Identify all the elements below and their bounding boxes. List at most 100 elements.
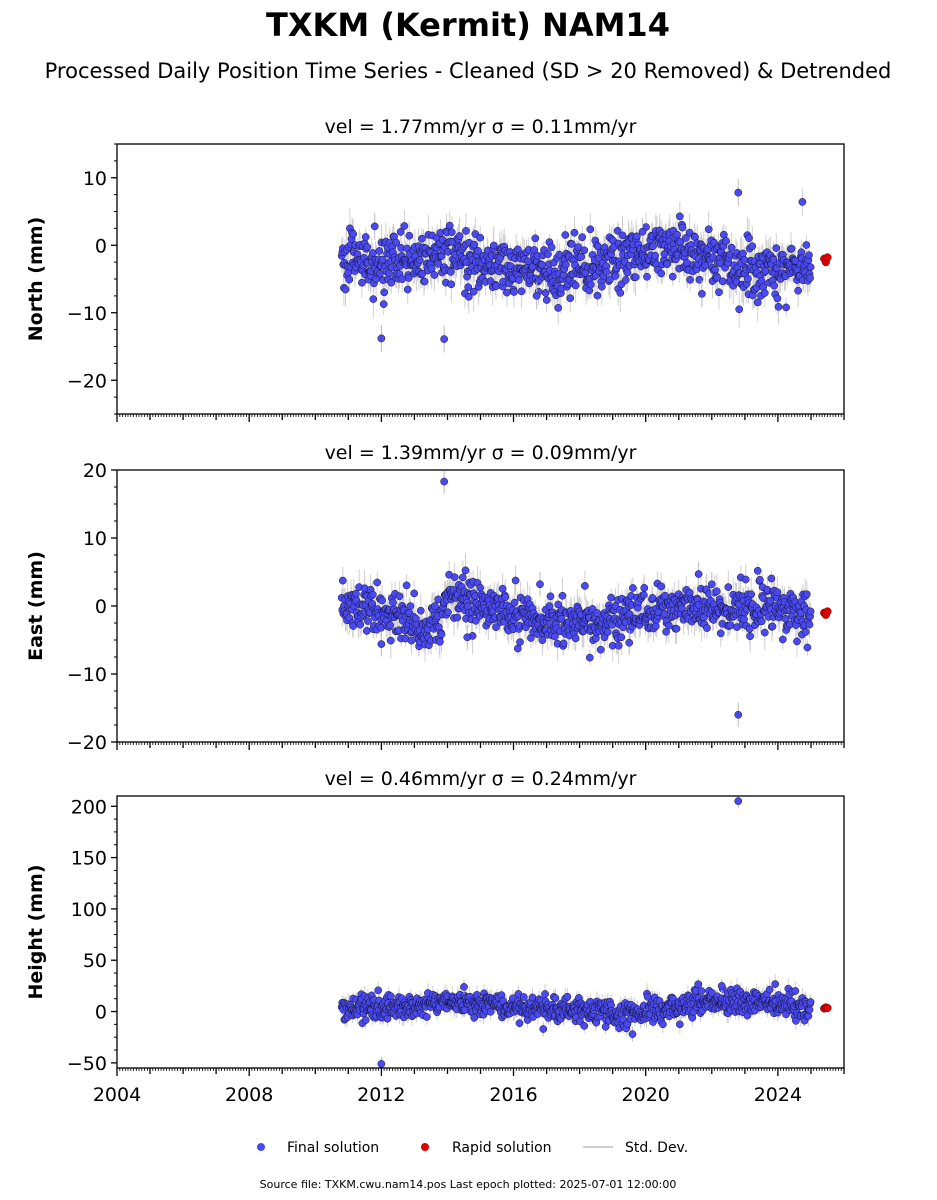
data-point (806, 998, 815, 1006)
legend-rapid-label: Rapid solution (452, 1140, 552, 1156)
y-tick-label: −20 (67, 370, 107, 392)
data-point (782, 303, 790, 312)
y-axis-label: East (mm) (25, 551, 47, 661)
data-point (349, 230, 358, 238)
data-point (455, 232, 464, 240)
data-point (541, 289, 550, 297)
data-point (675, 1020, 684, 1029)
data-point (596, 645, 605, 654)
data-point (767, 574, 776, 583)
legend-final-marker (257, 1143, 265, 1151)
data-point (745, 234, 753, 243)
final-points (337, 980, 815, 1033)
data-point (587, 280, 595, 289)
data-point (510, 288, 518, 296)
data-point (802, 241, 811, 249)
x-minor-ticks (119, 742, 842, 745)
data-point (513, 644, 522, 653)
outlier-point (734, 710, 743, 719)
data-point (361, 233, 370, 241)
data-point (570, 228, 579, 237)
data-point (380, 288, 389, 297)
data-point (597, 282, 606, 291)
data-point (805, 620, 814, 629)
data-point (416, 606, 425, 615)
outlier-point (717, 982, 726, 990)
y-tick-label: −50 (67, 1053, 107, 1075)
data-point (430, 271, 439, 279)
data-point (685, 588, 694, 597)
x-axis (116, 742, 845, 750)
data-point (368, 249, 377, 257)
data-point (515, 1019, 524, 1028)
plot-frame (116, 795, 845, 1069)
data-point (418, 234, 426, 243)
data-point (547, 243, 556, 252)
data-point (492, 623, 500, 632)
panel-north: vel = 1.77mm/yr σ = 0.11mm/yr −20 −10 0 10 No… (25, 116, 845, 422)
x-axis (116, 414, 845, 422)
data-point (581, 582, 589, 590)
data-point (558, 591, 567, 600)
rapid-point (823, 253, 832, 262)
data-point (531, 234, 540, 243)
data-point (773, 588, 782, 597)
data-point (358, 278, 366, 287)
data-point (753, 566, 762, 575)
outlier-point (625, 638, 634, 647)
data-point (757, 617, 766, 626)
data-point (586, 225, 595, 234)
data-point (722, 237, 730, 245)
data-point (739, 249, 747, 258)
x-minor-ticks (119, 414, 842, 417)
data-point (551, 994, 560, 1002)
data-point (407, 636, 416, 645)
data-point (617, 633, 626, 642)
data-point (376, 269, 384, 278)
x-tick-label: 2020 (622, 1084, 670, 1106)
data-point (713, 273, 722, 282)
data-point (364, 617, 372, 625)
data-point (461, 566, 470, 575)
data-point (701, 261, 710, 270)
data-point (474, 247, 482, 255)
data-point (580, 1022, 589, 1030)
data-point (464, 292, 473, 301)
data-point (345, 275, 354, 284)
x-tick-label: 2016 (489, 1084, 537, 1106)
outlier-point (370, 222, 379, 231)
data-point (716, 629, 725, 638)
y-axis: −20 −10 0 10 20 (67, 460, 117, 754)
data-point (431, 602, 439, 610)
data-point (470, 1013, 479, 1022)
data-point (517, 287, 526, 296)
y-tick-label: 10 (83, 528, 107, 550)
x-tick-label: 2024 (754, 1084, 802, 1106)
data-point (768, 622, 777, 631)
data-point (567, 240, 576, 248)
data-point (806, 607, 815, 616)
data-point (686, 275, 694, 284)
data-point (530, 246, 539, 254)
data-point (613, 226, 622, 235)
outlier-point (532, 292, 541, 300)
footer-source: Source file: TXKM.cwu.nam14.pos Last epo… (260, 1178, 677, 1191)
panel-east: vel = 1.39mm/yr σ = 0.09mm/yr −20 −10 0 10 20… (25, 442, 845, 754)
data-point (436, 637, 444, 646)
data-point (741, 575, 750, 584)
data-point (404, 274, 413, 282)
data-point (513, 245, 522, 254)
data-point (561, 260, 570, 269)
data-point (765, 985, 774, 994)
data-point (620, 257, 629, 266)
data-point (772, 244, 781, 252)
data-point (727, 243, 736, 252)
data-point (639, 591, 648, 599)
data-point (711, 265, 720, 274)
outlier-point (440, 477, 448, 486)
legend-final-label: Final solution (287, 1140, 379, 1156)
data-point (663, 260, 672, 269)
data-point (476, 233, 485, 242)
outlier-point (734, 188, 743, 197)
data-point (559, 639, 568, 648)
